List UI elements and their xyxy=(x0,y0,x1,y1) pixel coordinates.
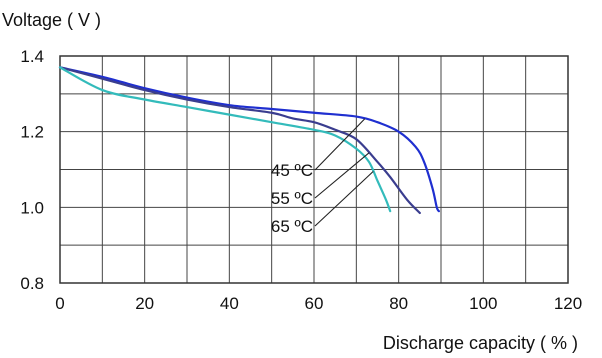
annotation-45c-label: 45 ºC xyxy=(271,161,313,180)
x-axis-label: Discharge capacity ( % ) xyxy=(383,333,578,353)
annotation-65c-leader-line xyxy=(314,170,374,227)
x-tick-label: 100 xyxy=(469,294,497,313)
y-tick-label: 0.8 xyxy=(20,274,44,293)
annotation-45c-leader-line xyxy=(314,118,366,171)
series-45c-line xyxy=(58,66,440,213)
x-tick-label: 0 xyxy=(55,294,64,313)
annotation-55c-leader-line xyxy=(314,152,370,199)
y-axis-label: Voltage ( V ) xyxy=(2,10,101,30)
annotation-layer: 45 ºC 55 ºC 65 ºC xyxy=(271,118,374,236)
series-layer xyxy=(58,66,440,215)
plot-frame xyxy=(59,55,569,284)
series-65c-line xyxy=(58,66,392,213)
x-tick-label: 40 xyxy=(220,294,239,313)
series-55c-line xyxy=(58,66,421,215)
x-tick-label: 120 xyxy=(554,294,582,313)
x-tick-label: 20 xyxy=(135,294,154,313)
tick-labels: 0 20 40 60 80 100 120 0.8 1.0 1.2 1.4 xyxy=(20,47,582,313)
grid xyxy=(59,55,569,284)
y-tick-label: 1.0 xyxy=(20,198,44,217)
y-tick-label: 1.4 xyxy=(20,47,44,66)
x-tick-label: 80 xyxy=(389,294,408,313)
y-tick-label: 1.2 xyxy=(20,123,44,142)
x-tick-label: 60 xyxy=(305,294,324,313)
annotation-65c-label: 65 ºC xyxy=(271,217,313,236)
annotation-55c-label: 55 ºC xyxy=(271,189,313,208)
